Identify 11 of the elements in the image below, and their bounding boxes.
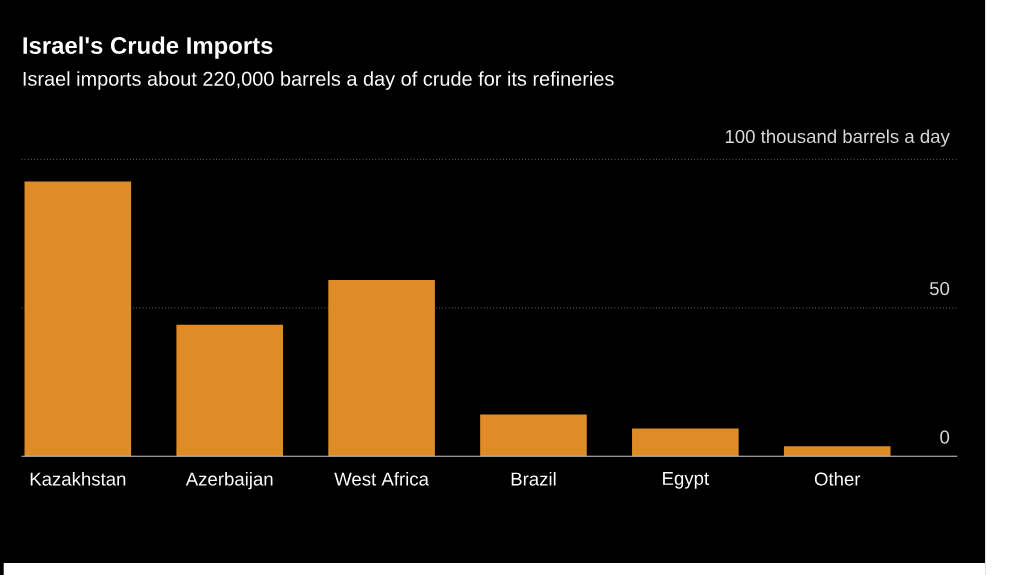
x-tick-label: Egypt — [663, 472, 709, 489]
y-tick-label: 100 thousand barrels a day — [725, 129, 950, 147]
x-tick-label: Azerbaijan — [185, 472, 273, 490]
x-tick-label: Kazakhstan — [30, 472, 126, 486]
x-tick-label: Brazil — [511, 472, 556, 486]
y-tick-label: 0 — [940, 430, 950, 444]
y-tick-label: 50 — [929, 282, 950, 296]
chart-title: Israel's Crude Imports — [23, 36, 273, 59]
x-tick-label: West Africa — [334, 472, 429, 486]
chart-subtitle: Israel imports about 220,000 barrels a day of crude for its refineries — [23, 71, 614, 90]
x-tick-label: Other — [814, 472, 861, 486]
